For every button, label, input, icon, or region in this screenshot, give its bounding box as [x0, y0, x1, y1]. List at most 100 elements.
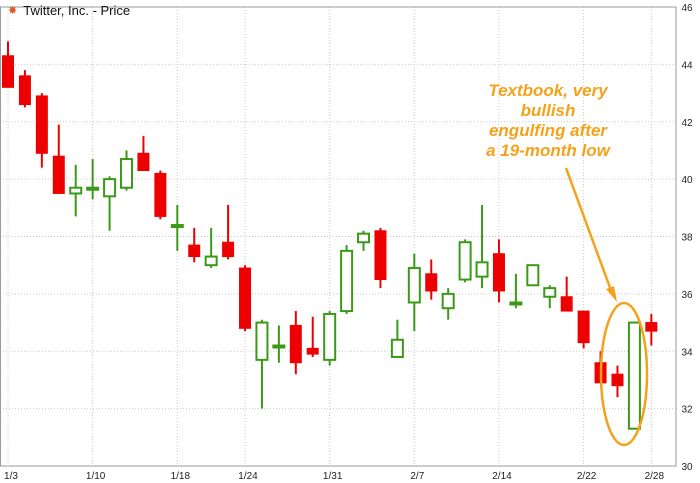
candle-body: [35, 95, 48, 154]
candle: [390, 319, 404, 358]
y-tick-label: 40: [681, 175, 693, 186]
candle: [52, 124, 65, 194]
candle: [18, 70, 31, 108]
candle-body: [170, 224, 184, 229]
candle: [526, 264, 540, 287]
candle: [222, 204, 235, 260]
candle: [560, 276, 573, 312]
y-tick-label: 44: [681, 60, 693, 71]
candle-body: [526, 264, 540, 287]
candle-body: [425, 273, 438, 292]
candle: [204, 227, 218, 269]
candle: [441, 288, 455, 320]
candle-body: [137, 152, 150, 172]
candle: [627, 321, 641, 430]
annotation-line: a 19-month low: [486, 141, 610, 160]
y-tick-label: 38: [681, 233, 693, 244]
candle-body: [222, 241, 235, 258]
candle: [154, 170, 167, 220]
candle: [255, 319, 269, 409]
candle-body: [204, 255, 218, 267]
candle: [645, 313, 658, 346]
x-tick-label: 1/31: [323, 471, 343, 482]
candle-body: [441, 292, 455, 310]
candle-body: [255, 321, 269, 361]
candle: [611, 365, 624, 398]
plot-frame: [0, 6, 677, 467]
candle: [509, 273, 523, 309]
candle-body: [2, 55, 14, 88]
candle: [272, 325, 286, 363]
candle: [35, 93, 48, 168]
candle-body: [627, 321, 641, 430]
annotation-text: Textbook, very bullish engulfing after a…: [462, 81, 634, 161]
candle-body: [52, 155, 65, 194]
candle: [86, 159, 100, 200]
candle: [425, 259, 438, 300]
candle: [543, 285, 557, 309]
star-icon: ✸: [8, 4, 18, 17]
candle-body: [560, 296, 573, 312]
annotation-line: Textbook, very: [488, 81, 608, 100]
y-tick-label: 34: [681, 347, 693, 358]
x-tick-label: 1/18: [171, 471, 191, 482]
x-tick-label: 2/7: [410, 471, 424, 482]
engulfing-highlight-ellipse: [599, 301, 649, 447]
annotation-line: engulfing after: [488, 121, 608, 140]
x-tick-label: 2/14: [492, 471, 512, 482]
candle-body: [239, 267, 252, 329]
candle-body: [120, 158, 134, 189]
candle: [577, 310, 590, 349]
candle-body: [577, 310, 590, 344]
candle: [188, 227, 201, 263]
candle-body: [103, 178, 117, 198]
candles: [2, 41, 658, 430]
candle-body: [645, 322, 658, 332]
candle-body: [340, 249, 354, 313]
candle-body: [374, 230, 387, 281]
candle-body: [306, 347, 319, 355]
candle: [2, 41, 14, 88]
candle: [289, 311, 302, 375]
candle-body: [390, 338, 404, 358]
candle: [492, 239, 505, 303]
candle-body: [86, 186, 100, 191]
candle: [475, 204, 489, 289]
candle: [340, 245, 354, 314]
candle-body: [357, 232, 371, 244]
candle-body: [475, 261, 489, 278]
plot-border: [0, 6, 677, 467]
candle: [458, 239, 472, 283]
candle-body: [289, 324, 302, 364]
candle: [374, 227, 387, 289]
candle-body: [272, 344, 286, 349]
callout-arrow-head: [606, 286, 617, 302]
candle: [103, 176, 117, 231]
candle: [239, 265, 252, 332]
x-tick-label: 1/24: [238, 471, 258, 482]
candle: [357, 230, 371, 251]
y-tick-label: 32: [681, 405, 693, 416]
chart-title: ✸ Twitter, Inc. - Price: [8, 3, 130, 18]
y-axis-tick-labels: 30 32 34 36 38 40 42 44 46: [681, 3, 693, 473]
candle: [137, 136, 150, 172]
x-tick-label: 1/3: [4, 471, 18, 482]
x-tick-label: 2/22: [577, 471, 597, 482]
candle: [323, 311, 337, 366]
candle: [120, 150, 134, 191]
candle-body: [69, 186, 83, 195]
candle-body: [188, 244, 201, 258]
chart-title-text: Twitter, Inc. - Price: [23, 3, 131, 18]
candle-body: [509, 301, 523, 306]
grid-lines: [0, 6, 676, 467]
y-tick-label: 42: [681, 118, 693, 129]
y-tick-label: 30: [681, 462, 693, 473]
candle: [170, 204, 184, 251]
candle-body: [18, 75, 31, 106]
candle-body: [407, 267, 421, 304]
y-tick-label: 36: [681, 290, 693, 301]
x-tick-label: 1/10: [86, 471, 106, 482]
candle-body: [543, 287, 557, 298]
candle-body: [458, 241, 472, 281]
